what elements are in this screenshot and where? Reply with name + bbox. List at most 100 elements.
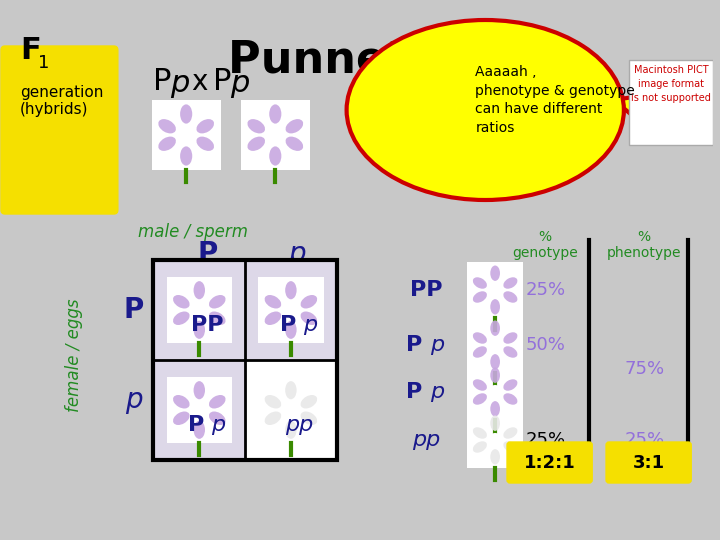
Text: p: p [171,70,189,98]
Text: Aaaaah ,
phenotype & genotype
can have different
ratios: Aaaaah , phenotype & genotype can have d… [475,65,635,134]
Bar [467,317,523,373]
Ellipse shape [300,295,317,308]
Ellipse shape [266,126,284,144]
Ellipse shape [283,402,299,418]
Text: %
phenotype: % phenotype [606,230,681,260]
Ellipse shape [488,283,502,297]
Ellipse shape [490,321,500,336]
Text: P: P [213,68,231,97]
Ellipse shape [490,449,500,464]
Ellipse shape [473,332,487,344]
Text: p: p [125,386,143,414]
Text: p: p [303,315,317,335]
Text: generation: generation [20,85,103,100]
Ellipse shape [173,395,189,408]
Text: 75%: 75% [625,360,665,377]
Bar [166,377,232,443]
Bar [153,260,337,460]
Text: P: P [124,296,144,324]
Ellipse shape [503,291,518,303]
Ellipse shape [197,119,214,133]
Ellipse shape [265,295,282,308]
Bar [153,360,245,460]
Text: pp: pp [284,415,313,435]
Ellipse shape [285,421,297,439]
Ellipse shape [209,411,225,425]
Ellipse shape [300,411,317,425]
Text: P: P [153,68,172,97]
Ellipse shape [490,368,500,383]
Polygon shape [614,90,678,125]
Text: (hybrids): (hybrids) [20,102,89,117]
Ellipse shape [285,321,297,339]
Bar [467,262,523,318]
Ellipse shape [503,346,518,357]
Bar [467,364,523,420]
Ellipse shape [490,266,500,281]
Ellipse shape [209,395,225,408]
Ellipse shape [194,381,205,399]
Ellipse shape [503,332,518,344]
Ellipse shape [173,295,189,308]
Ellipse shape [269,104,282,124]
Ellipse shape [197,137,214,151]
Ellipse shape [248,119,265,133]
Ellipse shape [180,146,192,166]
Bar [245,360,337,460]
Text: 1:2:1: 1:2:1 [523,454,575,471]
Ellipse shape [473,346,487,357]
Text: p: p [430,382,444,402]
Ellipse shape [191,402,207,418]
Text: p: p [211,415,225,435]
Text: p: p [288,240,306,268]
Text: F: F [20,36,40,65]
FancyBboxPatch shape [507,442,592,483]
Text: P: P [198,240,218,268]
Bar [245,260,337,360]
Ellipse shape [503,393,518,404]
Text: P: P [405,382,422,402]
Ellipse shape [265,312,282,325]
Ellipse shape [490,415,500,431]
Ellipse shape [158,137,176,151]
FancyBboxPatch shape [606,442,691,483]
Ellipse shape [180,104,192,124]
Ellipse shape [490,299,500,314]
Text: Macintosh PICT
image format
is not supported: Macintosh PICT image format is not suppo… [631,65,711,103]
Text: female / eggs: female / eggs [66,298,84,411]
Bar [153,260,245,360]
Ellipse shape [173,312,189,325]
Ellipse shape [503,441,518,453]
Ellipse shape [490,354,500,369]
Ellipse shape [503,277,518,289]
Text: 25%: 25% [625,431,665,449]
Text: P: P [188,415,204,435]
Ellipse shape [473,441,487,453]
Ellipse shape [503,427,518,438]
Ellipse shape [346,20,624,200]
Ellipse shape [503,379,518,391]
Ellipse shape [473,291,487,303]
Ellipse shape [283,302,299,318]
Ellipse shape [300,312,317,325]
Ellipse shape [173,411,189,425]
Text: 25%: 25% [526,431,566,449]
Ellipse shape [269,146,282,166]
Bar [166,277,232,343]
Ellipse shape [194,421,205,439]
Ellipse shape [285,381,297,399]
Ellipse shape [209,295,225,308]
Text: male / sperm: male / sperm [138,223,248,241]
Text: 25%: 25% [526,281,566,299]
Bar [245,360,337,460]
Ellipse shape [194,281,205,299]
Ellipse shape [473,427,487,438]
Ellipse shape [178,126,195,144]
Ellipse shape [286,119,303,133]
Ellipse shape [248,137,265,151]
Text: p: p [430,335,444,355]
Text: PP: PP [410,280,442,300]
Ellipse shape [286,137,303,151]
Text: P: P [279,315,296,335]
Text: 1: 1 [37,54,49,72]
